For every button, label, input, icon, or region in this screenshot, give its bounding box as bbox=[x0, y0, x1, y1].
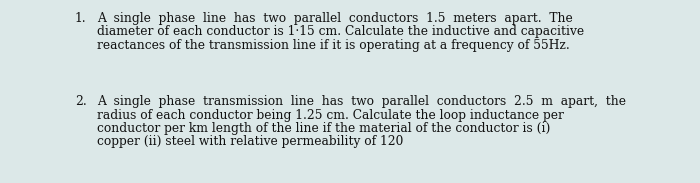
Text: conductor per km length of the line if the material of the conductor is (i): conductor per km length of the line if t… bbox=[97, 122, 550, 135]
Text: radius of each conductor being 1.25 cm. Calculate the loop inductance per: radius of each conductor being 1.25 cm. … bbox=[97, 109, 564, 122]
Text: 2.: 2. bbox=[75, 95, 87, 108]
Text: reactances of the transmission line if it is operating at a frequency of 55Hz.: reactances of the transmission line if i… bbox=[97, 39, 570, 52]
Text: 1.: 1. bbox=[75, 12, 87, 25]
Text: A  single  phase  transmission  line  has  two  parallel  conductors  2.5  m  ap: A single phase transmission line has two… bbox=[97, 95, 626, 108]
Text: A  single  phase  line  has  two  parallel  conductors  1.5  meters  apart.  The: A single phase line has two parallel con… bbox=[97, 12, 573, 25]
Text: copper (ii) steel with relative permeability of 120: copper (ii) steel with relative permeabi… bbox=[97, 135, 403, 148]
Text: diameter of each conductor is 1·15 cm. Calculate the inductive and capacitive: diameter of each conductor is 1·15 cm. C… bbox=[97, 25, 584, 38]
